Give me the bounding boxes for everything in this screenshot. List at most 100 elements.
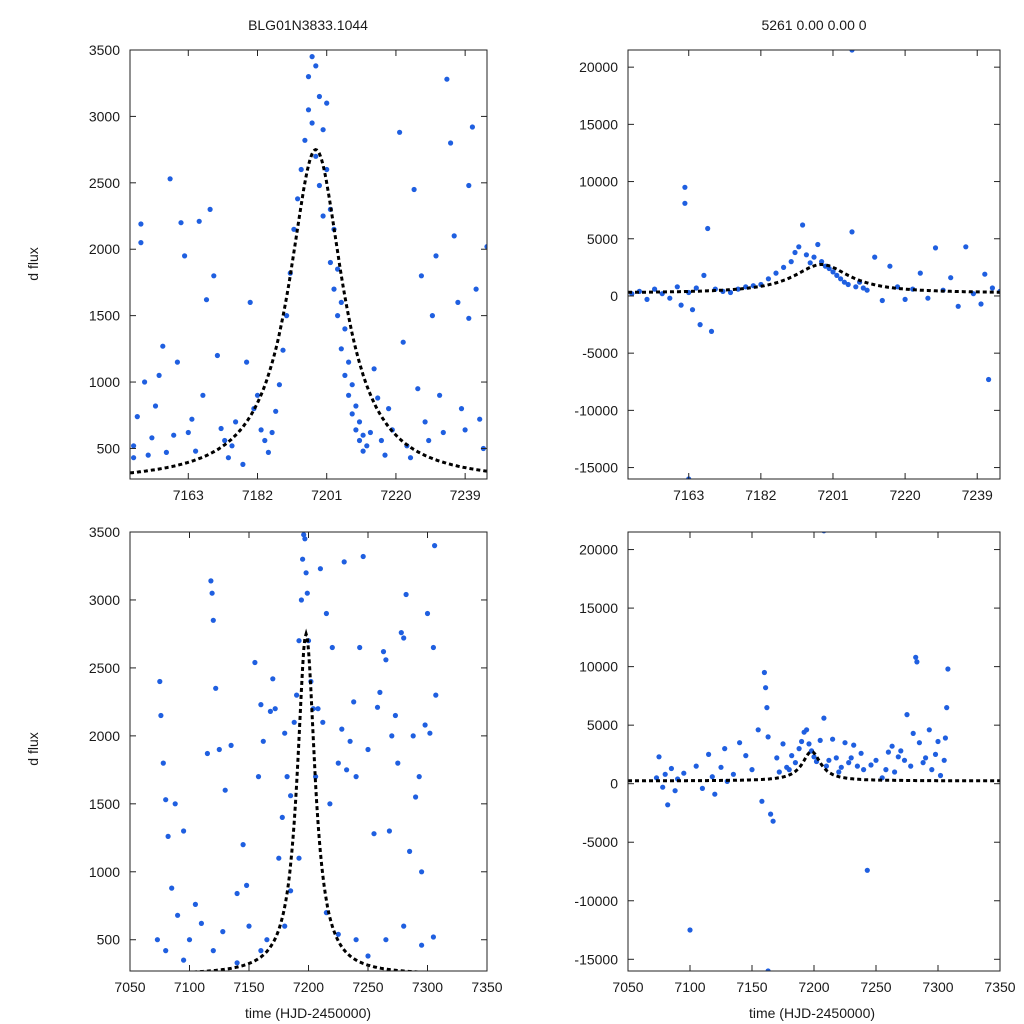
data-point <box>430 934 436 940</box>
data-point <box>273 408 279 414</box>
data-point <box>258 702 264 708</box>
panel-bottom-right: 7050 7100 7150 7200 7250 7300 7350 -15000 -10000… <box>574 531 1016 995</box>
data-point <box>367 429 373 436</box>
data-point <box>761 669 768 676</box>
data-point <box>689 307 696 313</box>
data-point <box>371 831 377 837</box>
y-tick-label: 2000 <box>89 241 120 257</box>
data-point <box>357 644 363 651</box>
data-point <box>291 719 297 725</box>
data-point <box>774 755 780 761</box>
data-point <box>174 359 180 365</box>
data-point <box>309 120 315 126</box>
data-point <box>282 923 288 929</box>
data-point <box>276 382 282 388</box>
data-point <box>279 814 285 821</box>
data-point <box>222 787 228 793</box>
data-point <box>338 346 344 352</box>
data-point <box>718 764 724 770</box>
data-point <box>172 801 178 807</box>
data-point <box>693 285 699 291</box>
data-point <box>377 689 383 696</box>
data-point <box>339 726 345 732</box>
data-point <box>773 270 779 276</box>
data-point <box>955 303 961 309</box>
data-point <box>228 742 234 749</box>
y-tick-label: 2500 <box>89 660 120 676</box>
y-tick-label: -15000 <box>574 951 618 967</box>
data-point <box>320 127 326 133</box>
data-point <box>324 100 330 106</box>
data-point <box>207 206 213 212</box>
data-point <box>674 284 680 290</box>
data-point <box>652 286 658 292</box>
data-point <box>342 326 348 332</box>
data-point <box>776 769 782 775</box>
data-point <box>653 775 660 781</box>
data-point <box>165 833 171 840</box>
data-point <box>395 760 401 766</box>
data-point <box>407 848 413 855</box>
data-point <box>945 666 951 672</box>
data-point <box>157 678 163 685</box>
data-point <box>708 328 715 334</box>
data-point <box>788 259 794 265</box>
data-point <box>458 406 465 412</box>
data-point <box>175 912 181 918</box>
y-tick-label: 20000 <box>579 542 618 558</box>
data-point <box>298 166 304 173</box>
data-point <box>920 760 926 766</box>
data-point <box>889 743 895 749</box>
data-point <box>682 200 688 206</box>
model-curve <box>628 749 1000 783</box>
data-point <box>444 76 450 82</box>
data-point <box>883 767 889 773</box>
data-point <box>693 763 699 769</box>
data-point <box>914 659 920 665</box>
axes-frame <box>129 531 488 972</box>
data-point <box>160 760 166 766</box>
data-point <box>821 532 827 534</box>
data-point <box>908 763 914 769</box>
data-point <box>327 801 333 807</box>
data-point <box>469 124 475 130</box>
data-point <box>167 176 173 182</box>
y-tick-label: 3000 <box>89 108 120 124</box>
data-point <box>145 452 151 458</box>
y-tick-label: 1000 <box>89 374 120 390</box>
data-point <box>280 347 286 353</box>
plot-area <box>628 532 1000 971</box>
data-point <box>929 767 935 773</box>
data-point <box>477 416 483 422</box>
data-point <box>796 244 802 250</box>
x-tick-label: 7300 <box>922 979 953 995</box>
data-point <box>142 379 148 385</box>
y-tick-label: 10000 <box>579 174 618 190</box>
data-point <box>335 760 341 766</box>
ylabel-top: d flux <box>25 247 41 280</box>
data-point <box>262 437 268 444</box>
x-tick-label: 7100 <box>174 979 205 995</box>
data-point <box>433 253 439 259</box>
data-point <box>701 272 707 278</box>
data-point <box>800 222 806 228</box>
data-point <box>780 741 786 747</box>
data-point <box>353 774 359 780</box>
data-point <box>682 184 688 190</box>
data-point <box>296 638 302 644</box>
data-point <box>284 313 290 319</box>
data-point <box>272 706 278 712</box>
data-point <box>255 774 262 780</box>
data-point <box>356 437 363 444</box>
data-point <box>138 240 144 246</box>
x-tick-label: 7182 <box>745 487 776 503</box>
data-point <box>851 742 857 748</box>
data-point <box>712 791 718 797</box>
x-tick-label: 7201 <box>311 487 342 503</box>
model-curve <box>182 628 430 971</box>
data-point <box>763 685 769 691</box>
data-point <box>213 685 219 691</box>
data-point <box>181 828 187 834</box>
data-point <box>749 767 755 773</box>
data-point <box>380 649 387 655</box>
